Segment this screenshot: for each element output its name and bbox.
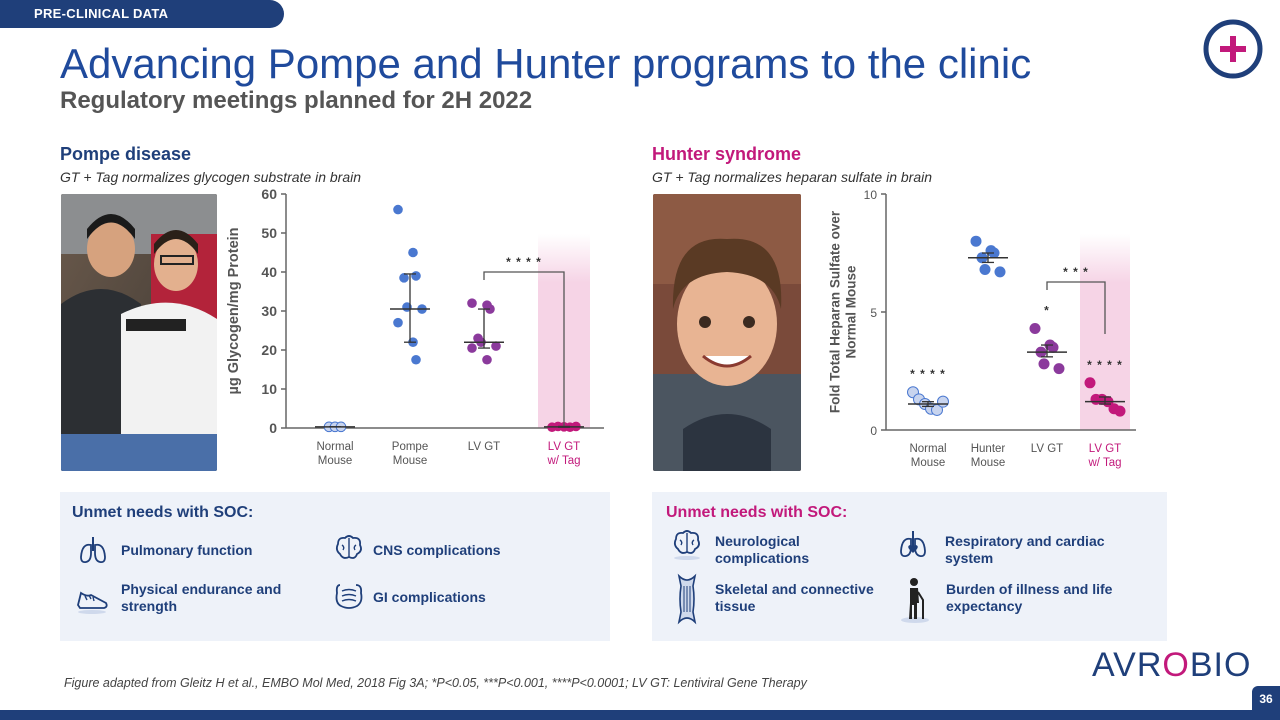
significance-label: * * * * [1087, 358, 1123, 372]
pompe-unmet-title: Unmet needs with SOC: [72, 504, 254, 521]
pompe-title: Pompe disease [60, 144, 192, 164]
y-tick-label: 30 [261, 303, 277, 319]
y-axis-label: Fold Total Heparan Sulfate overNormal Mo… [827, 210, 858, 413]
data-point [411, 354, 421, 365]
footnote: Figure adapted from Gleitz H et al., EMB… [64, 676, 807, 690]
need-endurance: Physical endurance and strength [121, 581, 282, 614]
y-tick-label: 0 [870, 424, 877, 438]
hunter-chart: 0 5 10 Fold Total Heparan Sulfate overNorma… [827, 188, 1136, 469]
data-point [467, 343, 477, 353]
pompe-chart: 0 10 20 30 40 50 60 µg Glycogen/mg Protein Norma… [226, 186, 604, 467]
brain-icon [673, 530, 700, 560]
y-tick-label: 20 [261, 342, 277, 358]
bracket-label: * * * [1063, 265, 1089, 279]
plus-circle-icon [1203, 19, 1263, 79]
y-tick-label: 10 [864, 188, 878, 202]
data-point [467, 298, 477, 308]
need-burden: Burden of illness and life expectancy [946, 581, 1113, 614]
pompe-unmet-panel: Unmet needs with SOC: Pulmonary function… [60, 492, 610, 641]
y-tick-label: 40 [261, 264, 277, 280]
significance-label: * * * * [910, 367, 946, 381]
pompe-subtitle: GT + Tag normalizes glycogen substrate i… [60, 169, 362, 185]
significance-bracket [483, 271, 565, 426]
data-point [1114, 405, 1126, 417]
need-gi: GI complications [373, 589, 486, 605]
data-point [1029, 323, 1041, 335]
shoe-icon [77, 591, 108, 614]
hunter-title: Hunter syndrome [652, 144, 802, 164]
x-tick-label: LV GT w/ Tag [1087, 443, 1121, 469]
lungs-heart-icon [900, 531, 926, 558]
x-tick-label: LV GT [468, 441, 500, 453]
page-title: Advancing Pompe and Hunter programs to t… [60, 40, 1032, 87]
data-point [482, 354, 492, 365]
page-number: 36 [1252, 686, 1280, 720]
data-point [994, 266, 1006, 278]
pompe-photo [61, 194, 217, 471]
brain-icon [335, 535, 362, 559]
need-respiratory-cardiac: Respiratory and cardiac system [945, 533, 1105, 566]
data-point [491, 341, 501, 351]
bracket-label: * * * * [506, 255, 542, 269]
hunter-unmet-panel: Unmet needs with SOC: Neurological compl… [652, 492, 1167, 641]
section-tag: PRE-CLINICAL DATA [0, 0, 284, 28]
need-cns: CNS complications [373, 542, 501, 558]
data-point [970, 235, 982, 247]
bone-icon [677, 573, 697, 625]
avrobio-logo: AVROBIO [1092, 646, 1252, 684]
data-point [393, 204, 403, 215]
data-point [399, 273, 409, 283]
x-tick-label: Pompe Mouse [392, 441, 428, 467]
y-axis-label: µg Glycogen/mg Protein [226, 227, 242, 394]
data-point [1047, 341, 1059, 353]
x-tick-label: LV GT [1031, 443, 1063, 455]
data-point [1053, 363, 1065, 375]
y-tick-label: 50 [261, 225, 277, 241]
x-tick-label: LV GT w/ Tag [546, 441, 580, 467]
bottom-bar [0, 710, 1280, 720]
data-point [411, 271, 421, 281]
significance-label: * [1044, 304, 1050, 318]
y-tick-label: 60 [261, 186, 277, 202]
need-neurological: Neurological complications [715, 533, 810, 566]
data-point [1084, 377, 1096, 389]
significance-bracket [1046, 281, 1106, 334]
hunter-subtitle: GT + Tag normalizes heparan sulfate in b… [652, 169, 933, 185]
y-tick-label: 5 [870, 306, 877, 320]
need-skeletal: Skeletal and connective tissue [715, 581, 874, 614]
page-subtitle: Regulatory meetings planned for 2H 2022 [60, 87, 533, 114]
hunter-unmet-title: Unmet needs with SOC: [666, 504, 848, 521]
person-cane-icon [901, 578, 929, 623]
data-point [393, 317, 403, 328]
data-point [937, 395, 949, 408]
x-tick-label: Hunter Mouse [971, 443, 1006, 469]
data-point [1038, 358, 1050, 370]
need-pulmonary: Pulmonary function [121, 542, 253, 558]
lungs-icon [80, 537, 106, 564]
data-point [979, 264, 991, 276]
y-tick-label: 10 [261, 381, 277, 397]
x-tick-label: Normal Mouse [909, 443, 946, 469]
data-point [408, 247, 418, 258]
intestine-icon [335, 584, 363, 609]
hunter-photo [653, 194, 801, 471]
y-tick-label: 0 [269, 420, 277, 436]
x-tick-label: Normal Mouse [316, 441, 353, 467]
